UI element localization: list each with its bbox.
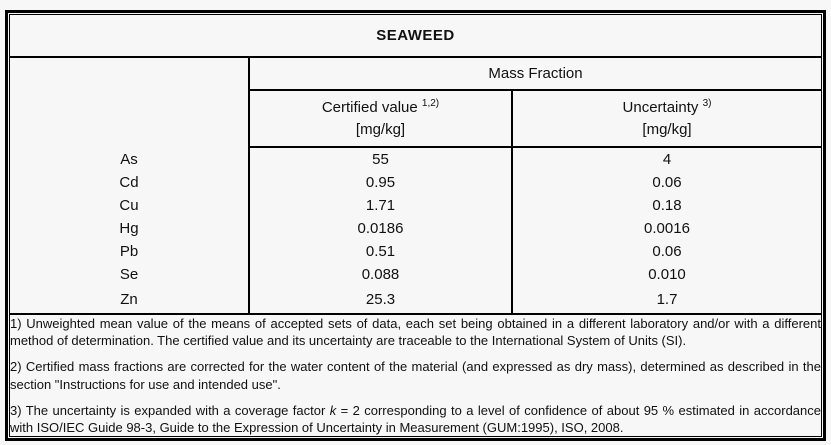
cell-element: Pb xyxy=(10,240,250,263)
table-row-pb: Pb 0.51 0.06 xyxy=(10,240,821,263)
uncertainty-footnote-ref: 3) xyxy=(702,97,712,109)
cell-uncertainty: 0.18 xyxy=(652,197,682,214)
cell-certified-value: 0.088 xyxy=(249,263,513,286)
cell-certified-value: 1.71 xyxy=(249,194,513,217)
table-row-zn: Zn 25.3 1.7 xyxy=(10,286,821,314)
footnote-2: 2) Certified mass fractions are correcte… xyxy=(10,359,821,392)
uncertainty-unit: [mg/kg] xyxy=(642,120,692,138)
group-header-row: Mass Fraction xyxy=(10,57,821,147)
cell-element: As xyxy=(10,147,250,171)
cell-uncertainty: 0.010 xyxy=(648,266,686,283)
corner-empty-cell xyxy=(10,57,250,147)
certified-value-footnote-ref: 1,2) xyxy=(421,97,440,109)
title-row: SEAWEED xyxy=(10,15,821,58)
footnote-3-text-post: = 2 corresponding to a level of confiden… xyxy=(10,402,821,435)
table-row-hg: Hg 0.0186 0.0016 xyxy=(10,217,821,240)
column-header-certified-value: Certified value 1,2) [mg/kg] xyxy=(249,90,513,148)
cell-certified-value: 0.51 xyxy=(249,240,513,263)
table-row-se: Se 0.088 0.010 xyxy=(10,263,821,286)
table-row-as: As 55 4 xyxy=(10,147,821,171)
cell-certified-value: 0.0186 xyxy=(249,217,513,240)
footnotes-row: 1) Unweighted mean value of the means of… xyxy=(10,313,821,436)
cell-uncertainty: 0.0016 xyxy=(644,220,690,237)
cell-uncertainty: 0.06 xyxy=(652,243,682,260)
cell-element: Se xyxy=(10,263,250,286)
cell-uncertainty: 4 xyxy=(662,151,672,168)
cell-uncertainty: 1.7 xyxy=(656,291,678,308)
document-inner-border: SEAWEED Mass Fraction Certified value 1,… xyxy=(9,14,822,437)
table-row-cu: Cu 1.71 0.18 xyxy=(10,194,821,217)
footnote-3-text-pre: 3) The uncertainty is expanded with a co… xyxy=(10,402,330,418)
cell-element: Hg xyxy=(10,217,250,240)
cell-uncertainty: 0.06 xyxy=(652,174,682,191)
column-header-uncertainty: Uncertainty 3) [mg/kg] xyxy=(512,90,821,148)
column-header-row: Certified value 1,2) [mg/kg] Uncertainty… xyxy=(10,90,821,148)
cell-element: Cu xyxy=(10,194,250,217)
group-header-mass-fraction: Mass Fraction xyxy=(249,57,821,91)
certified-value-label: Certified value xyxy=(321,98,418,116)
cell-certified-value: 55 xyxy=(249,147,513,171)
cell-element: Zn xyxy=(10,286,250,314)
document-frame: SEAWEED Mass Fraction Certified value 1,… xyxy=(5,10,826,441)
cell-certified-value: 0.95 xyxy=(249,171,513,194)
uncertainty-label: Uncertainty xyxy=(622,98,699,116)
footnote-3: 3) The uncertainty is expanded with a co… xyxy=(10,402,821,436)
page-title: SEAWEED xyxy=(10,15,821,58)
footnote-3-coverage-factor-k: k xyxy=(329,402,337,418)
footnote-1: 1) Unweighted mean value of the means of… xyxy=(10,316,821,349)
cell-element: Cd xyxy=(10,171,250,194)
certified-value-unit: [mg/kg] xyxy=(355,120,406,138)
footnotes-section: 1) Unweighted mean value of the means of… xyxy=(10,313,821,436)
certificate-table: SEAWEED Mass Fraction Certified value 1,… xyxy=(10,15,821,436)
cell-certified-value: 25.3 xyxy=(249,286,513,314)
table-row-cd: Cd 0.95 0.06 xyxy=(10,171,821,194)
